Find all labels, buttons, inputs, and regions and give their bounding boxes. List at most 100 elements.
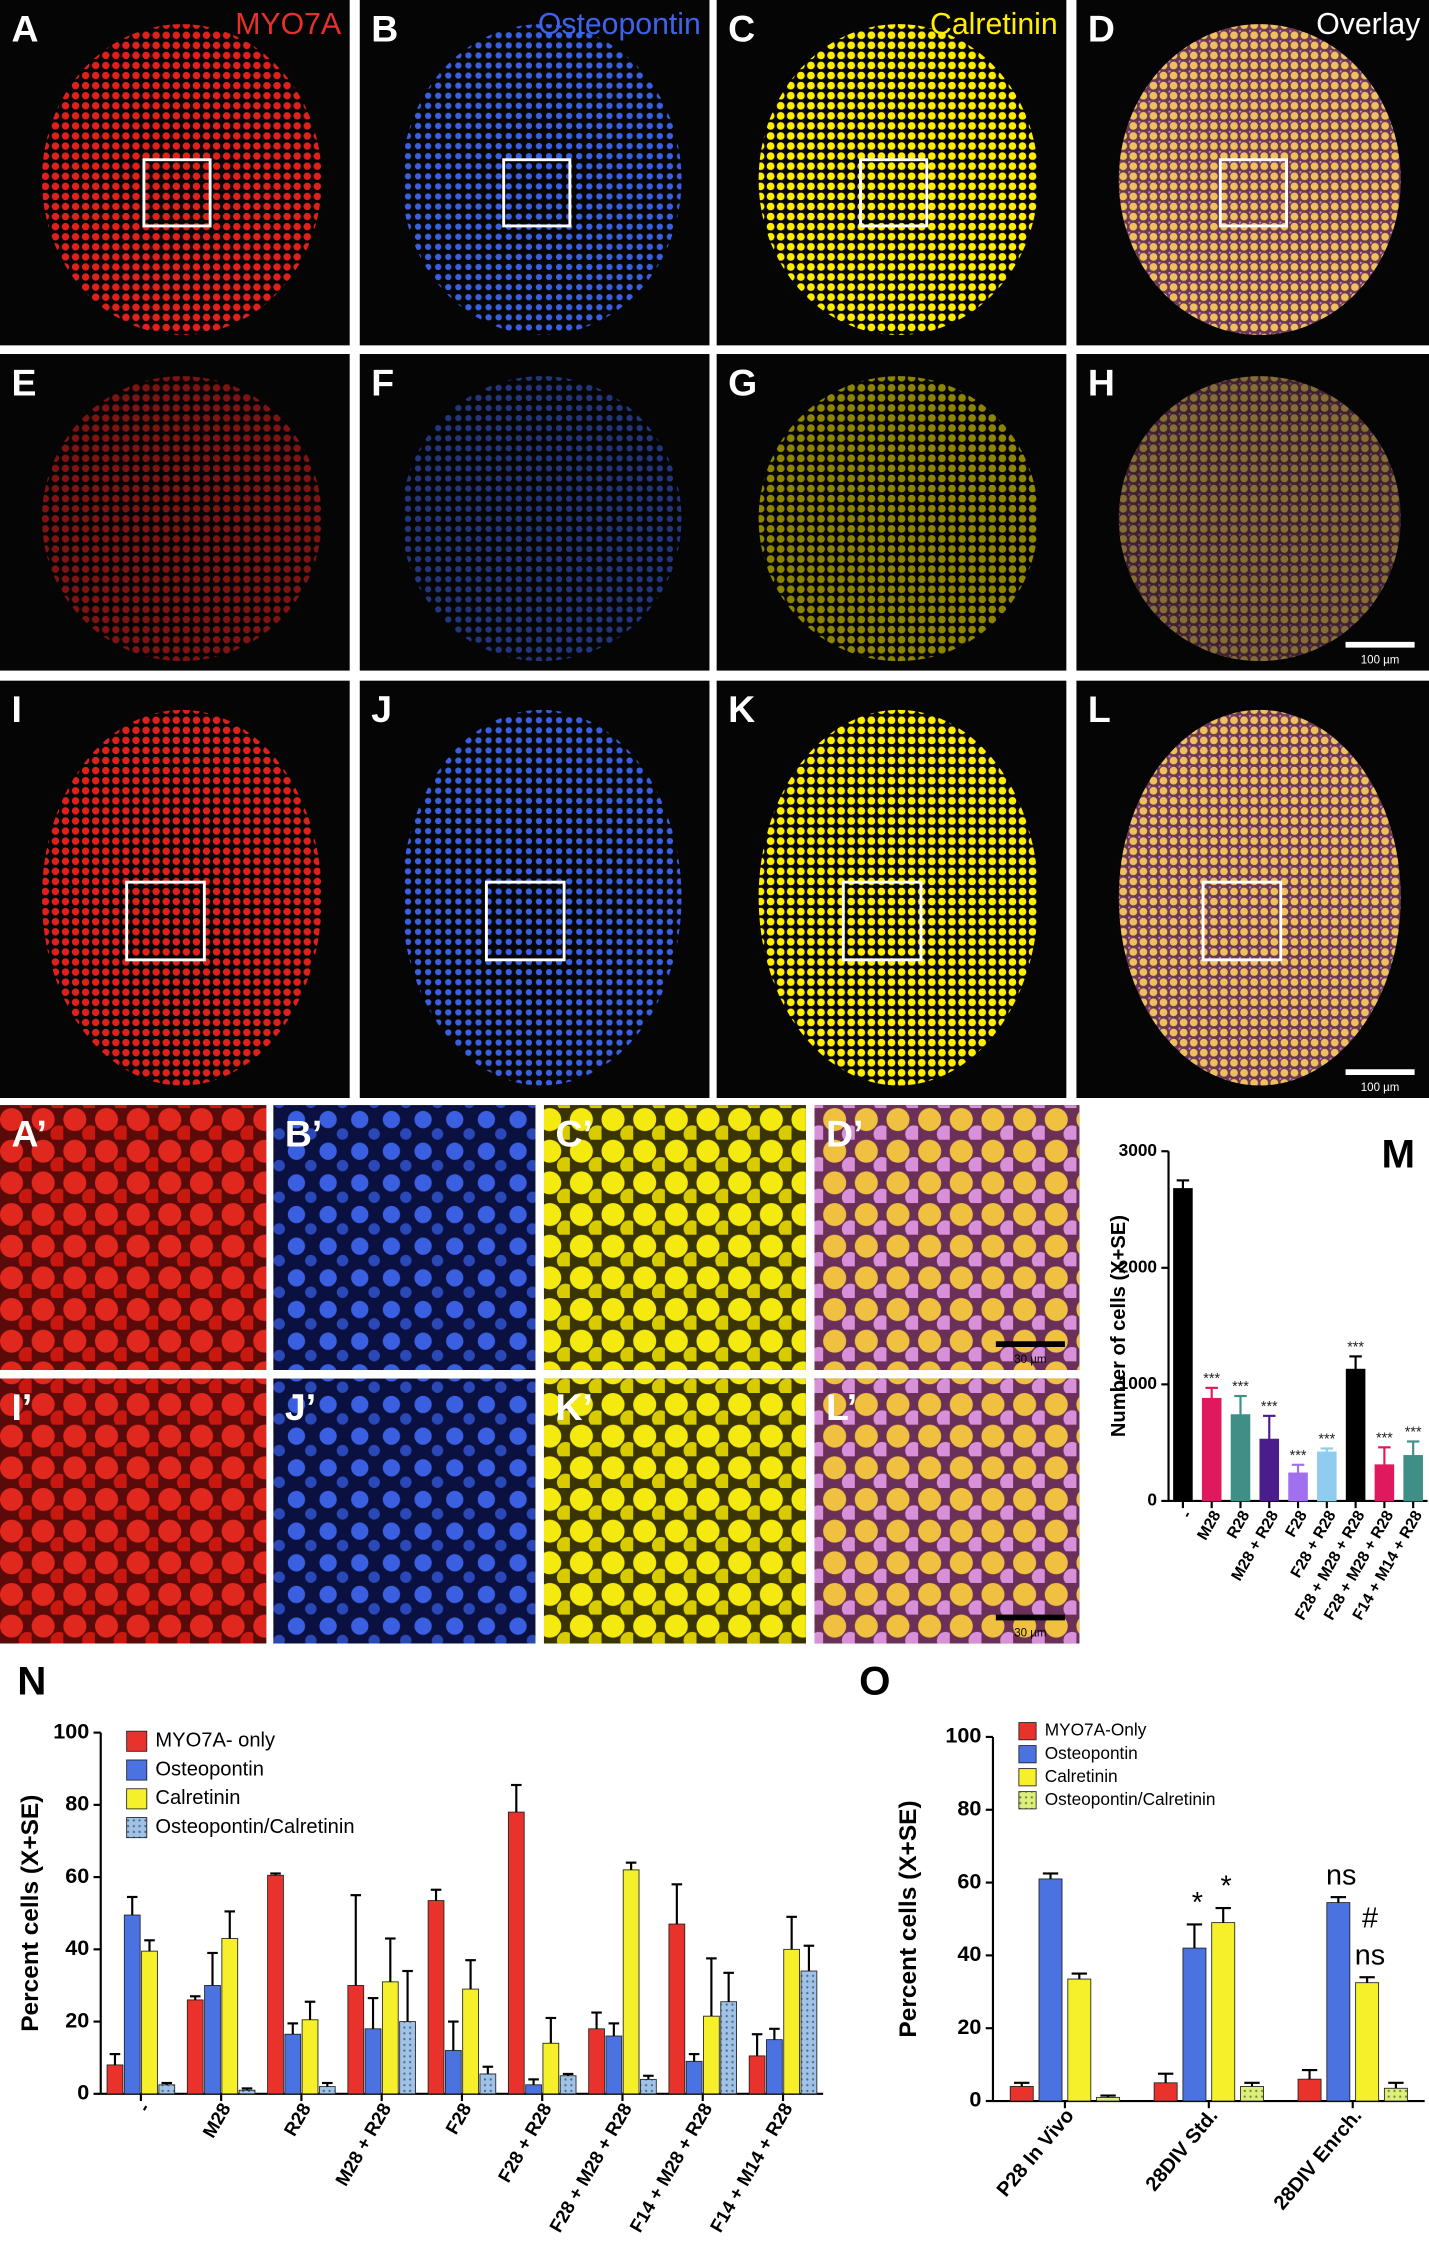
bar (238, 2089, 256, 2095)
legend-swatch (126, 1788, 148, 1810)
significance-label: *** (1232, 1379, 1249, 1395)
tissue-section (758, 24, 1039, 336)
x-tick-label: F28 + R28 (494, 2099, 556, 2186)
scale-bar-label: 30 µm (1014, 1354, 1046, 1366)
bar (1355, 1982, 1380, 2102)
bar (703, 2015, 720, 2095)
region-box (484, 880, 566, 962)
significance-label: *** (1318, 1432, 1335, 1448)
panel-label: I’ (12, 1386, 33, 1428)
closeup-cells (543, 1378, 806, 1644)
bar (1317, 1451, 1337, 1502)
tissue-section (41, 709, 322, 1086)
closeup-cells (273, 1105, 536, 1370)
panel-label: C’ (555, 1113, 592, 1155)
bar (1182, 1947, 1207, 2102)
significance-label: ns (1326, 1860, 1356, 1892)
bar (1173, 1188, 1193, 1502)
bar (1288, 1472, 1308, 1502)
closeup-cells (0, 1378, 267, 1644)
bar (720, 2001, 737, 2095)
panel-label: B’ (285, 1113, 322, 1155)
tissue-section (401, 24, 682, 336)
region-box (502, 158, 572, 228)
x-tick-label: 28DIV Enrch. (1270, 2105, 1367, 2214)
bar (668, 1923, 686, 2095)
region-box (859, 158, 929, 228)
bar (462, 1988, 479, 2095)
tissue-section (41, 376, 322, 662)
x-tick-label: F14 + M28 + R28 (625, 2099, 716, 2235)
legend-label: MYO7A-Only (1045, 1720, 1147, 1740)
significance-label: ns (1355, 1940, 1385, 1972)
x-tick-label: P28 In Vivo (993, 2105, 1079, 2201)
legend-swatch (1018, 1722, 1037, 1741)
y-axis-label: Number of cells (X+SE) (1108, 1215, 1130, 1437)
region-box (125, 880, 206, 962)
bar (444, 2050, 462, 2095)
legend-label: Osteopontin/Calretinin (1045, 1789, 1216, 1809)
bar (1067, 1978, 1092, 2102)
x-tick-label: F14 + M14 + R28 (706, 2099, 797, 2235)
legend-swatch (126, 1817, 148, 1839)
legend-label: Osteopontin (155, 1758, 264, 1780)
closeup-cells (814, 1105, 1080, 1370)
bar (318, 2086, 336, 2095)
region-box (841, 880, 923, 962)
x-tick-label: - (1178, 1508, 1195, 1521)
y-tick-label: 0 (1147, 1489, 1157, 1509)
panel-label: D’ (826, 1113, 863, 1155)
panel-label: D (1088, 8, 1115, 50)
tissue-section (1118, 376, 1401, 662)
legend-swatch (1018, 1745, 1037, 1764)
y-tick-label: 1000 (1119, 1373, 1157, 1393)
significance-label: *** (1376, 1430, 1393, 1446)
y-tick-label: 2000 (1119, 1256, 1157, 1276)
closeup-cells (814, 1378, 1080, 1644)
bar (158, 2084, 176, 2095)
y-tick-label: 0 (77, 2080, 89, 2105)
panel-label: F (371, 362, 394, 404)
bar (1403, 1455, 1423, 1502)
tissue-section (1118, 24, 1401, 336)
stain-label: Overlay (1316, 8, 1421, 41)
stain-label: MYO7A (235, 8, 342, 41)
closeup-cells (273, 1378, 536, 1644)
x-tick-label: M28 (198, 2099, 234, 2141)
y-tick-label: 60 (65, 1863, 89, 1888)
bar (347, 1985, 365, 2095)
x-tick-label: - (133, 2099, 154, 2115)
tissue-section (758, 376, 1039, 662)
bar (141, 1950, 158, 2095)
panel-label: L (1088, 688, 1111, 730)
panel-label: K’ (555, 1386, 592, 1428)
bar (1259, 1438, 1280, 1502)
bar (1326, 1902, 1351, 2102)
y-tick-label: 80 (65, 1791, 89, 1816)
significance-label: *** (1347, 1340, 1364, 1356)
bar (381, 1981, 399, 2095)
y-axis-label: Percent cells (X+SE) (17, 1795, 44, 2032)
legend-label: Calretinin (1045, 1766, 1118, 1786)
tissue-section (41, 24, 322, 336)
x-tick-label: M28 + R28 (331, 2099, 395, 2189)
bar (525, 2084, 542, 2095)
bar (267, 1874, 284, 2095)
legend-swatch (126, 1730, 148, 1752)
panel-letter: O (859, 1658, 890, 1703)
y-axis-label: Percent cells (X+SE) (895, 1800, 922, 2037)
bar (559, 2075, 577, 2095)
y-tick-label: 80 (957, 1795, 981, 1820)
legend-label: Osteopontin/Calretinin (155, 1816, 354, 1838)
legend-swatch (1018, 1768, 1037, 1787)
bar (1230, 1414, 1251, 1502)
bar (106, 2064, 124, 2095)
bar (427, 1900, 445, 2095)
bar (1153, 2082, 1178, 2102)
panel-label: C (728, 8, 755, 50)
legend-swatch (1018, 1791, 1037, 1810)
bar (685, 2060, 703, 2095)
panel-label: E (12, 362, 37, 404)
region-box (1201, 880, 1283, 962)
